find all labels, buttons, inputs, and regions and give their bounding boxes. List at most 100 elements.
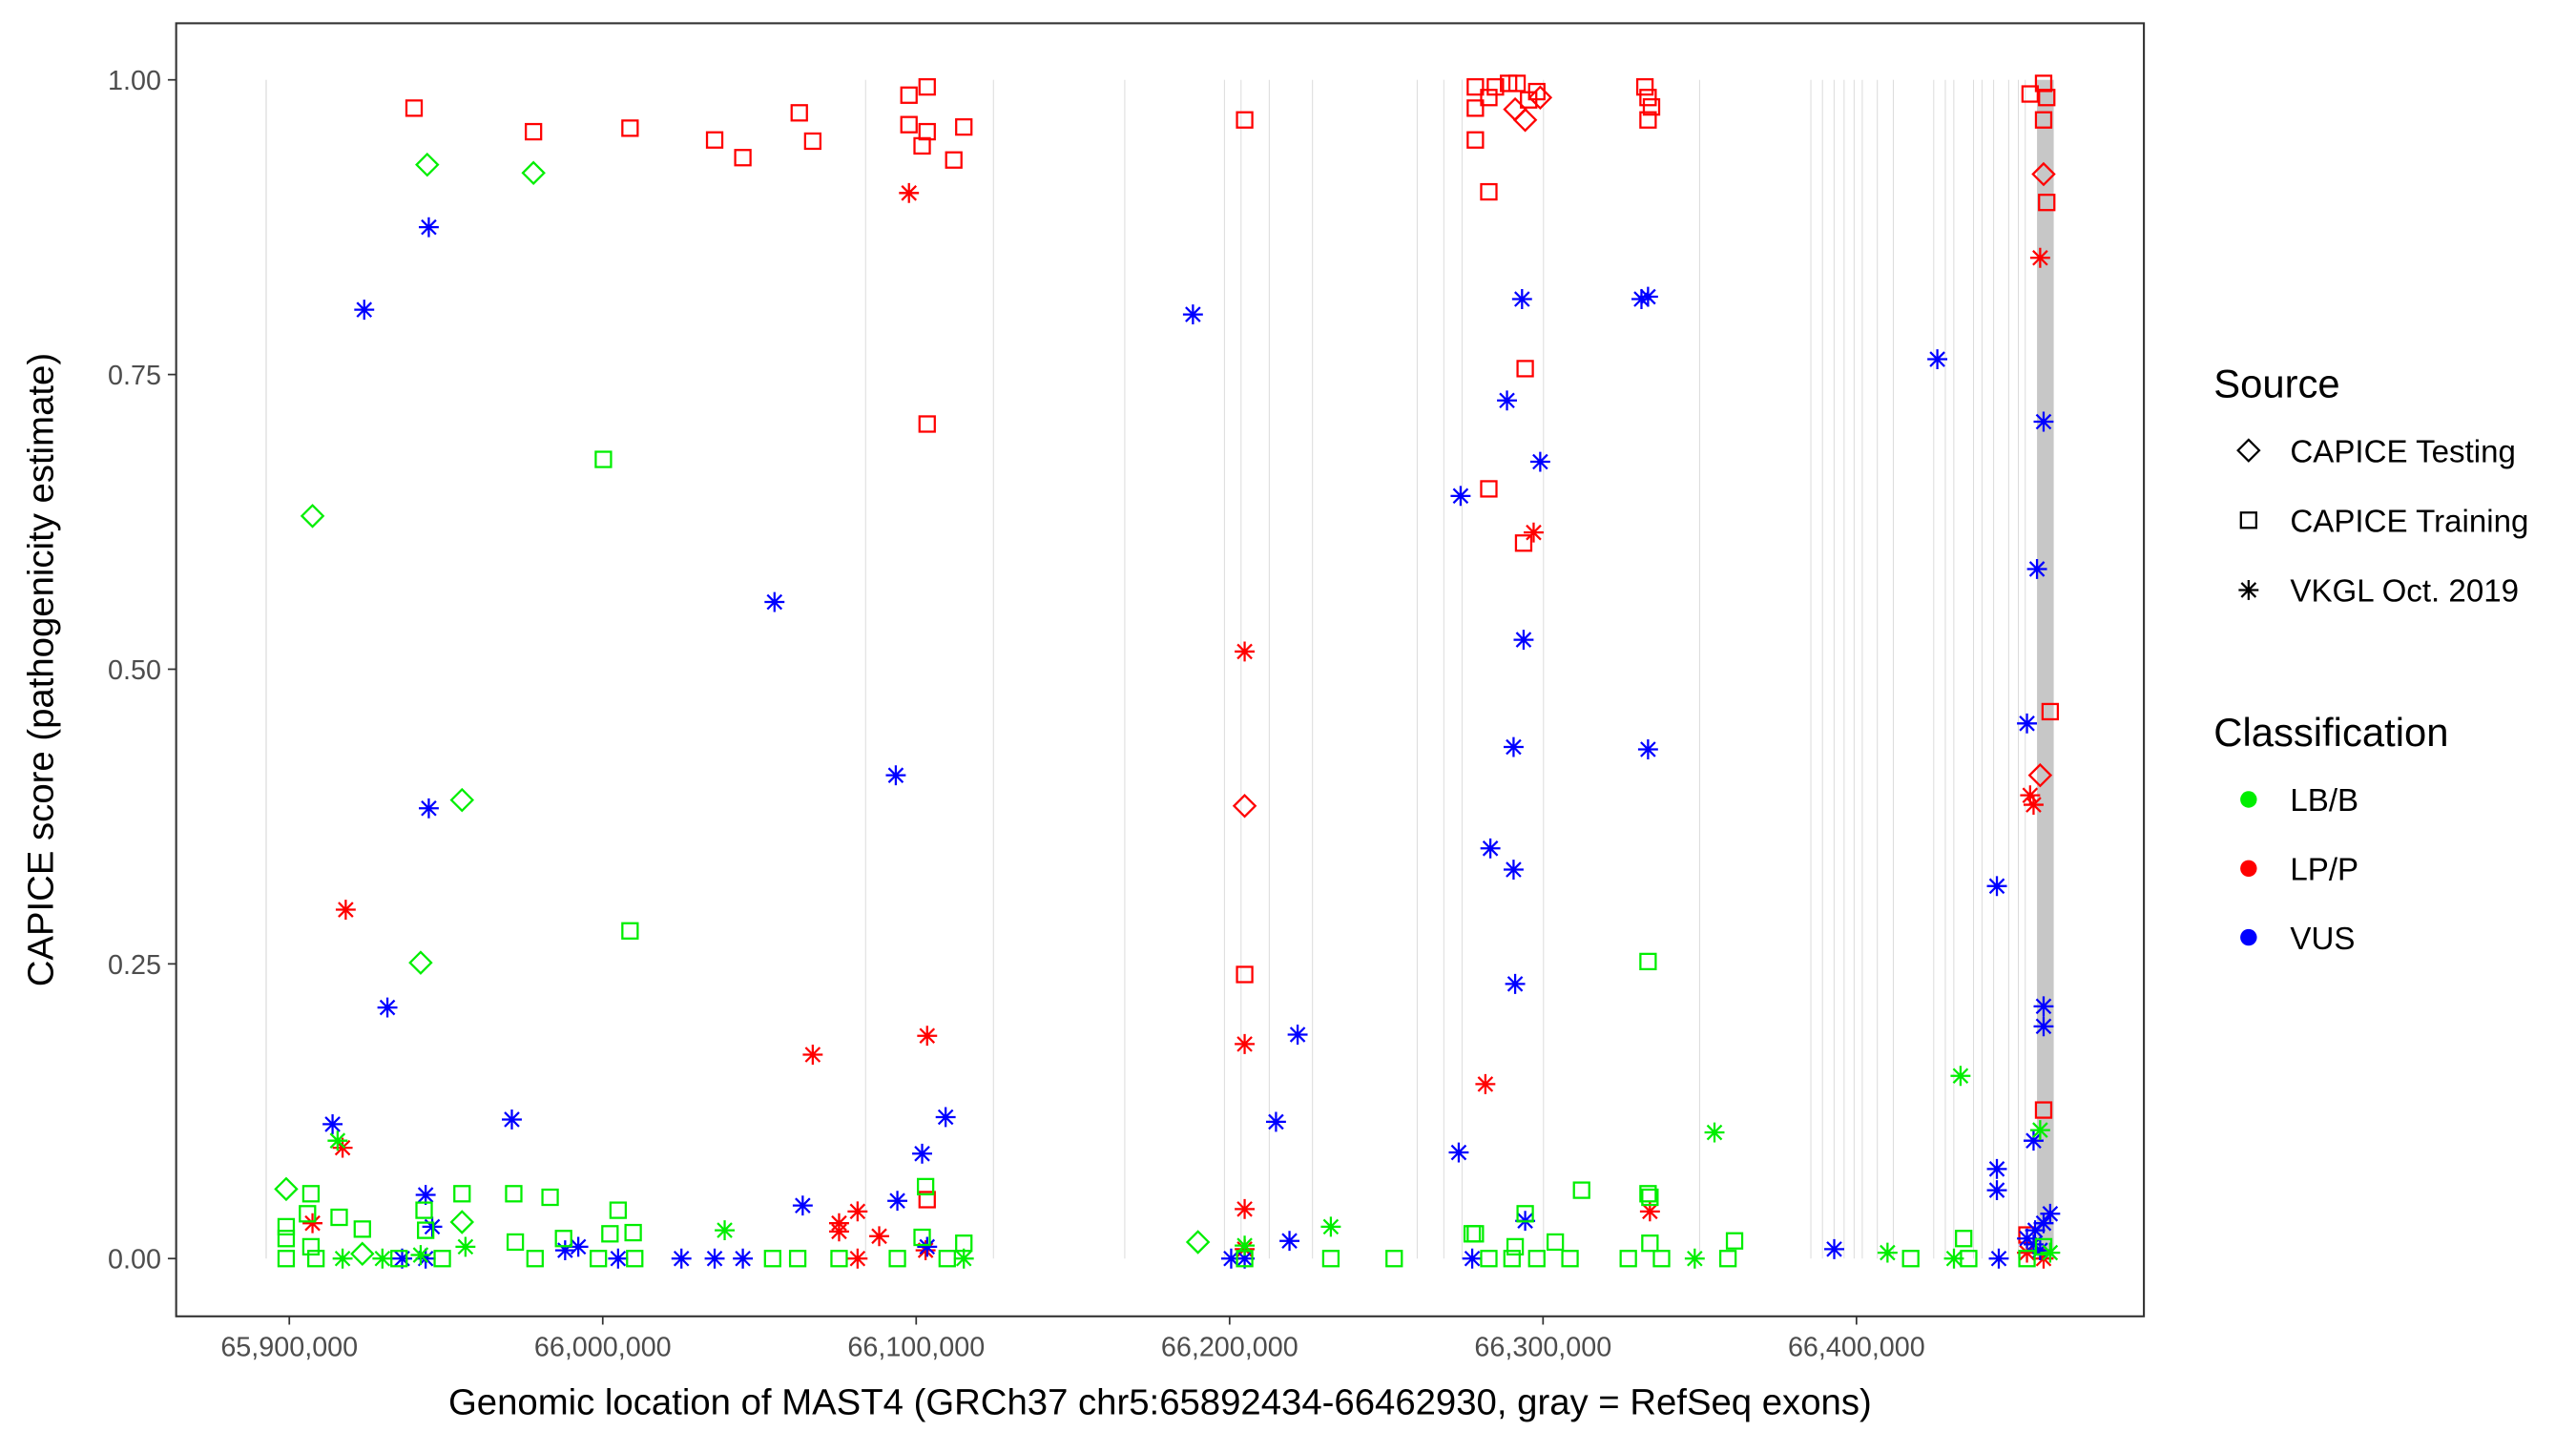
data-point: [1385, 1250, 1403, 1268]
data-point: [704, 1248, 725, 1269]
data-point: [1524, 522, 1544, 543]
data-point: [953, 1248, 974, 1269]
data-point: [945, 151, 963, 169]
data-point: [302, 1213, 323, 1234]
data-point: [525, 122, 543, 141]
data-point: [2034, 1101, 2053, 1119]
x-tick-label: 66,200,000: [1161, 1333, 1298, 1363]
legend-key-dot-icon: [2240, 928, 2257, 946]
data-point: [803, 132, 822, 151]
exon-mark: [1861, 79, 1863, 1259]
data-point: [1986, 876, 2007, 897]
data-point: [912, 1143, 932, 1164]
exon-mark: [1821, 79, 1823, 1259]
data-point: [624, 1223, 642, 1242]
data-point: [1236, 965, 1254, 984]
data-point: [1462, 1248, 1483, 1269]
exon-mark: [1993, 79, 1995, 1259]
data-point: [885, 765, 906, 786]
data-point: [277, 1230, 296, 1248]
data-point: [541, 1188, 559, 1207]
data-point: [1466, 99, 1485, 117]
data-point: [790, 104, 808, 122]
legend-key-asterisk-icon: [2238, 580, 2259, 600]
data-point: [734, 149, 752, 167]
data-point: [1719, 1250, 1737, 1268]
data-point: [2018, 1250, 2036, 1268]
data-point: [1527, 1250, 1546, 1268]
data-point: [332, 1248, 353, 1269]
data-point: [1516, 1205, 1534, 1223]
data-point: [626, 1250, 644, 1268]
data-point: [847, 1248, 868, 1269]
data-point: [621, 119, 639, 137]
data-point: [594, 450, 613, 468]
data-point: [829, 1213, 849, 1234]
data-point: [1321, 1250, 1340, 1268]
data-point: [609, 1201, 628, 1219]
data-point: [2023, 795, 2044, 816]
data-point: [1506, 1237, 1525, 1256]
data-point: [763, 1250, 781, 1268]
data-point: [1901, 1250, 1920, 1268]
data-point: [505, 1185, 523, 1203]
data-point: [1704, 1122, 1725, 1143]
data-point: [1320, 1216, 1341, 1237]
legend-key-dot-icon: [2240, 860, 2257, 877]
data-point: [1725, 1232, 1744, 1250]
data-point: [2031, 161, 2056, 187]
x-axis: 65,900,000 66,000,000 66,100,000 66,200,000…: [220, 1316, 1925, 1363]
data-point: [733, 1248, 754, 1269]
data-point: [506, 1233, 525, 1252]
data-point: [2038, 89, 2056, 107]
data-point: [350, 1241, 375, 1267]
exon-mark: [2007, 79, 2009, 1259]
exon-mark: [1416, 79, 1418, 1259]
data-point: [1480, 480, 1498, 498]
data-point: [274, 1176, 299, 1202]
data-point: [449, 787, 475, 813]
data-point: [1480, 838, 1501, 859]
data-point: [917, 1236, 938, 1257]
y-tick-label: 0.75: [108, 361, 161, 391]
data-point: [377, 997, 398, 1018]
data-point: [1497, 390, 1517, 411]
data-point: [955, 117, 973, 136]
x-tick-label: 65,900,000: [220, 1333, 358, 1363]
data-point: [830, 1250, 848, 1268]
data-point: [1986, 1158, 2007, 1179]
data-point: [554, 1230, 572, 1248]
data-point: [1466, 77, 1485, 96]
data-point: [764, 591, 785, 612]
x-tick-label: 66,000,000: [534, 1333, 672, 1363]
exon-mark: [1698, 79, 1700, 1259]
exon-mark: [265, 79, 267, 1259]
exon-mark: [1223, 79, 1225, 1259]
data-point: [715, 1220, 736, 1241]
exon-mark: [1461, 79, 1463, 1259]
exon-mark: [1124, 79, 1126, 1259]
data-point: [916, 1177, 935, 1196]
data-point: [1943, 1248, 1964, 1269]
data-point: [1235, 1235, 1256, 1256]
legend-key-dot-icon: [2240, 791, 2257, 808]
exon-mark: [2037, 79, 2054, 1259]
data-point: [955, 1234, 973, 1253]
exon-mark: [1953, 79, 1955, 1259]
legend-classification-title: Classification: [2213, 710, 2448, 755]
data-point: [1279, 1231, 1300, 1252]
data-point: [330, 1208, 348, 1227]
data-point: [2034, 111, 2053, 129]
x-axis-title: Genomic location of MAST4 (GRCh37 chr5:6…: [448, 1382, 1872, 1423]
data-point: [2033, 996, 2054, 1017]
data-point: [899, 182, 920, 203]
data-point: [2033, 1213, 2054, 1234]
data-point: [1639, 89, 1657, 107]
data-point: [2029, 247, 2050, 268]
data-point: [671, 1248, 692, 1269]
data-point: [1642, 97, 1661, 116]
data-point: [1235, 1248, 1256, 1269]
x-tick-label: 66,100,000: [847, 1333, 985, 1363]
data-point: [1507, 74, 1527, 93]
data-point: [415, 1201, 433, 1219]
